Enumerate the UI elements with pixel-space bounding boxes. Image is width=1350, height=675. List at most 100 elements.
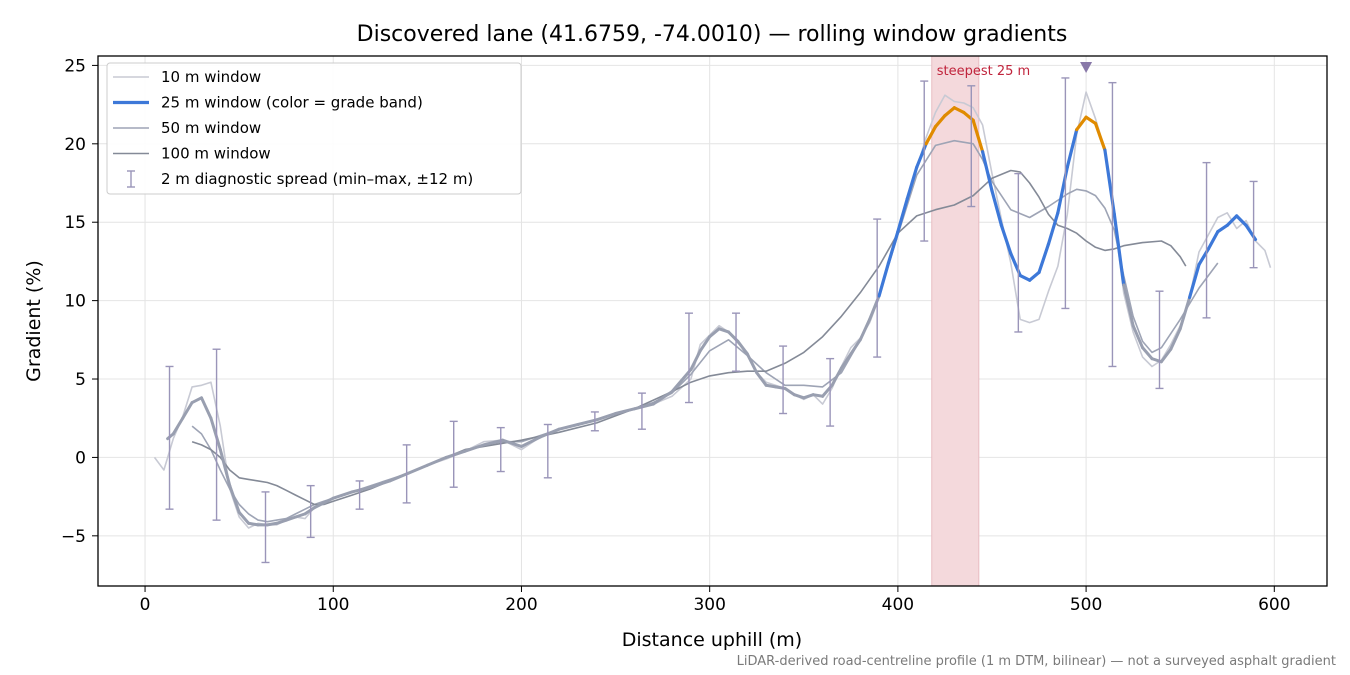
series-segment-25m bbox=[990, 189, 1003, 227]
y-tick-label: 25 bbox=[64, 56, 86, 76]
legend-label: 10 m window bbox=[161, 68, 261, 86]
series-segment-25m bbox=[275, 518, 288, 525]
series-segment-25m bbox=[1018, 273, 1032, 282]
series-segment-25m bbox=[247, 521, 260, 527]
series-segment-25m bbox=[811, 393, 825, 398]
series-segment-25m bbox=[1235, 214, 1248, 227]
series-segment-25m bbox=[632, 402, 655, 411]
series-segment-25m bbox=[331, 490, 354, 500]
series-segment-25m bbox=[294, 512, 307, 519]
series-segment-25m bbox=[1037, 242, 1051, 274]
y-tick-label: 0 bbox=[75, 448, 86, 468]
series-segment-25m bbox=[877, 261, 891, 298]
series-segment-25m bbox=[905, 165, 919, 201]
series-segment-25m bbox=[924, 124, 938, 146]
series-segment-25m bbox=[444, 449, 467, 459]
series-segment-25m bbox=[698, 335, 712, 353]
series-segment-25m bbox=[595, 412, 618, 422]
x-tick-label: 300 bbox=[693, 595, 725, 615]
series-segment-25m bbox=[1159, 347, 1173, 364]
legend-box bbox=[106, 62, 522, 195]
series-segment-25m bbox=[322, 496, 335, 505]
series-segment-25m bbox=[1225, 214, 1239, 227]
series-segment-25m bbox=[858, 317, 872, 342]
series-segment-25m bbox=[237, 510, 251, 525]
series-segment-25m bbox=[1112, 212, 1126, 287]
series-segment-25m bbox=[284, 515, 298, 522]
series-segment-25m bbox=[670, 368, 693, 394]
series-line-100m bbox=[191, 169, 1187, 506]
footnote: LiDAR-derived road-centreline profile (1… bbox=[737, 654, 1336, 669]
x-tick-label: 600 bbox=[1258, 595, 1290, 615]
series-segment-25m bbox=[755, 371, 768, 387]
peak-marker bbox=[1080, 61, 1093, 73]
series-segment-25m bbox=[482, 438, 505, 447]
series-segment-25m bbox=[764, 383, 778, 389]
series-segment-25m bbox=[614, 407, 636, 416]
series-segment-25m bbox=[388, 471, 411, 483]
series-segment-25m bbox=[980, 150, 994, 193]
series-segment-25m bbox=[501, 438, 523, 448]
series-segment-25m bbox=[717, 327, 730, 334]
x-axis-label: Distance uphill (m) bbox=[622, 629, 802, 651]
series-segment-25m bbox=[218, 448, 232, 488]
series-segment-25m bbox=[651, 390, 674, 406]
series-segment-25m bbox=[952, 106, 966, 115]
x-tick-label: 500 bbox=[1070, 595, 1102, 615]
error-bars bbox=[165, 77, 1258, 564]
series-segment-25m bbox=[463, 443, 486, 453]
series-segment-25m bbox=[745, 352, 759, 375]
plot-frame bbox=[97, 55, 1328, 587]
steepest-band-label: steepest 25 m bbox=[937, 64, 1030, 79]
x-tick-label: 0 bbox=[140, 595, 151, 615]
series-segment-25m bbox=[369, 479, 392, 489]
legend-label: 25 m window (color = grade band) bbox=[161, 94, 423, 112]
series-segment-25m bbox=[886, 230, 900, 265]
series-segment-25m bbox=[1141, 346, 1154, 361]
series-segment-25m bbox=[425, 455, 448, 467]
series-segment-25m bbox=[839, 352, 853, 370]
legend-label: 100 m window bbox=[161, 145, 271, 163]
y-tick-label: 15 bbox=[64, 213, 86, 233]
chart-title: Discovered lane (41.6759, -74.0010) — ro… bbox=[357, 22, 1068, 47]
series-segment-25m bbox=[1178, 295, 1192, 331]
series-segment-25m bbox=[849, 338, 862, 356]
legend: 10 m window 25 m window (color = grade ba… bbox=[106, 62, 522, 195]
series-segment-25m bbox=[792, 393, 806, 400]
y-axis-label: Gradient (%) bbox=[23, 260, 45, 382]
x-tick-label: 200 bbox=[505, 595, 537, 615]
series-segment-25m bbox=[538, 427, 561, 439]
peak-marker-group: steepest 25 m bbox=[937, 61, 1093, 79]
series-segment-25m bbox=[736, 339, 749, 356]
series-line-50m bbox=[191, 139, 1219, 523]
series-segment-25m bbox=[209, 416, 222, 452]
series-segment-25m bbox=[689, 349, 702, 372]
series-segment-25m bbox=[1084, 115, 1098, 126]
series-segment-25m bbox=[999, 223, 1013, 256]
series-segment-25m bbox=[896, 197, 909, 234]
series-segment-25m bbox=[1065, 128, 1079, 169]
series-segment-25m bbox=[350, 485, 373, 494]
series-segment-25m bbox=[1188, 262, 1201, 300]
series-segment-25m bbox=[303, 506, 316, 516]
series-segment-25m bbox=[1169, 327, 1182, 351]
x-tick-label: 100 bbox=[317, 595, 349, 615]
y-tick-label: 10 bbox=[64, 292, 86, 312]
series-segment-25m bbox=[830, 366, 843, 387]
axis-ticks: 0 100 200 300 400 500 600 −5 0 5 10 15 20 25 bbox=[61, 56, 1291, 615]
series-segment-25m bbox=[802, 393, 815, 400]
series-segment-25m bbox=[943, 106, 956, 118]
legend-label: 2 m diagnostic spread (min–max, ±12 m) bbox=[161, 170, 473, 188]
series-segment-25m bbox=[181, 401, 194, 420]
series-segment-25m bbox=[1075, 115, 1088, 132]
series-segment-25m bbox=[519, 435, 542, 448]
series-segment-25m bbox=[265, 521, 279, 527]
series-segment-25m bbox=[1028, 270, 1041, 282]
series-segment-25m bbox=[407, 463, 429, 475]
series-segment-25m bbox=[312, 501, 326, 510]
x-tick-label: 400 bbox=[882, 595, 914, 615]
series-segment-25m bbox=[1093, 121, 1107, 152]
series-segment-25m bbox=[1122, 283, 1135, 328]
series-segment-25m bbox=[576, 418, 599, 426]
